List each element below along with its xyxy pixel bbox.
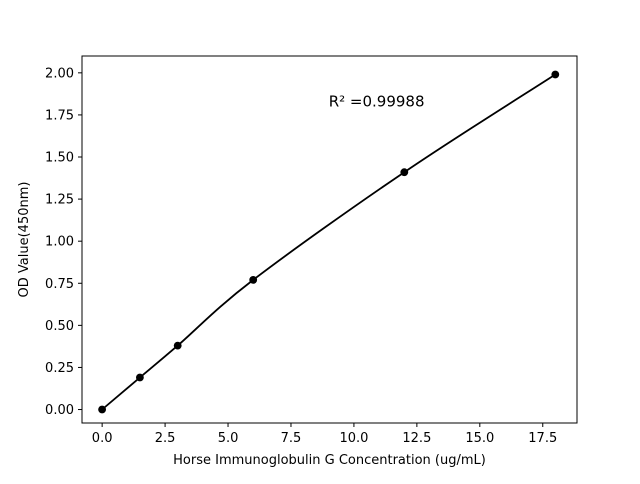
x-tick-label: 15.0 (465, 431, 494, 446)
y-tick-label: 0.25 (45, 361, 74, 376)
r-squared-annotation: R² =0.99988 (329, 93, 425, 111)
axes: 0.0 2.5 5.0 7.5 10.0 12.5 15.0 17.5 0.00 0.25 0.50… (45, 66, 557, 446)
x-axis-label: Horse Immunoglobulin G Concentration (ug… (173, 453, 486, 468)
x-tick-label: 0.0 (92, 431, 113, 446)
plot-border (81, 55, 578, 424)
y-tick-label: 0.75 (45, 277, 74, 292)
x-tick-label: 2.5 (155, 431, 176, 446)
data-point (98, 405, 106, 414)
data-point (400, 168, 409, 177)
y-tick-label: 2.00 (45, 66, 74, 81)
data-point (136, 373, 144, 382)
x-tick-label: 7.5 (281, 431, 302, 446)
data-point (551, 70, 560, 79)
y-axis-label: OD Value(450nm) (17, 182, 32, 298)
text-layer: Horse Immunoglobulin G Concentration (ug… (17, 93, 486, 469)
data-point (249, 276, 258, 284)
y-tick-label: 1.50 (45, 151, 74, 166)
y-tick-label: 0.50 (45, 319, 74, 334)
x-tick-label: 12.5 (402, 431, 431, 446)
y-tick-label: 0.00 (45, 403, 74, 418)
x-tick-label: 17.5 (528, 431, 557, 446)
x-tick-label: 10.0 (339, 431, 368, 446)
plot-area (81, 55, 578, 424)
data-layer (98, 70, 560, 414)
data-point (173, 341, 182, 350)
y-tick-label: 1.00 (45, 235, 74, 250)
y-tick-label: 1.25 (45, 193, 74, 208)
x-tick-label: 5.0 (218, 431, 239, 446)
y-tick-label: 1.75 (45, 108, 74, 123)
